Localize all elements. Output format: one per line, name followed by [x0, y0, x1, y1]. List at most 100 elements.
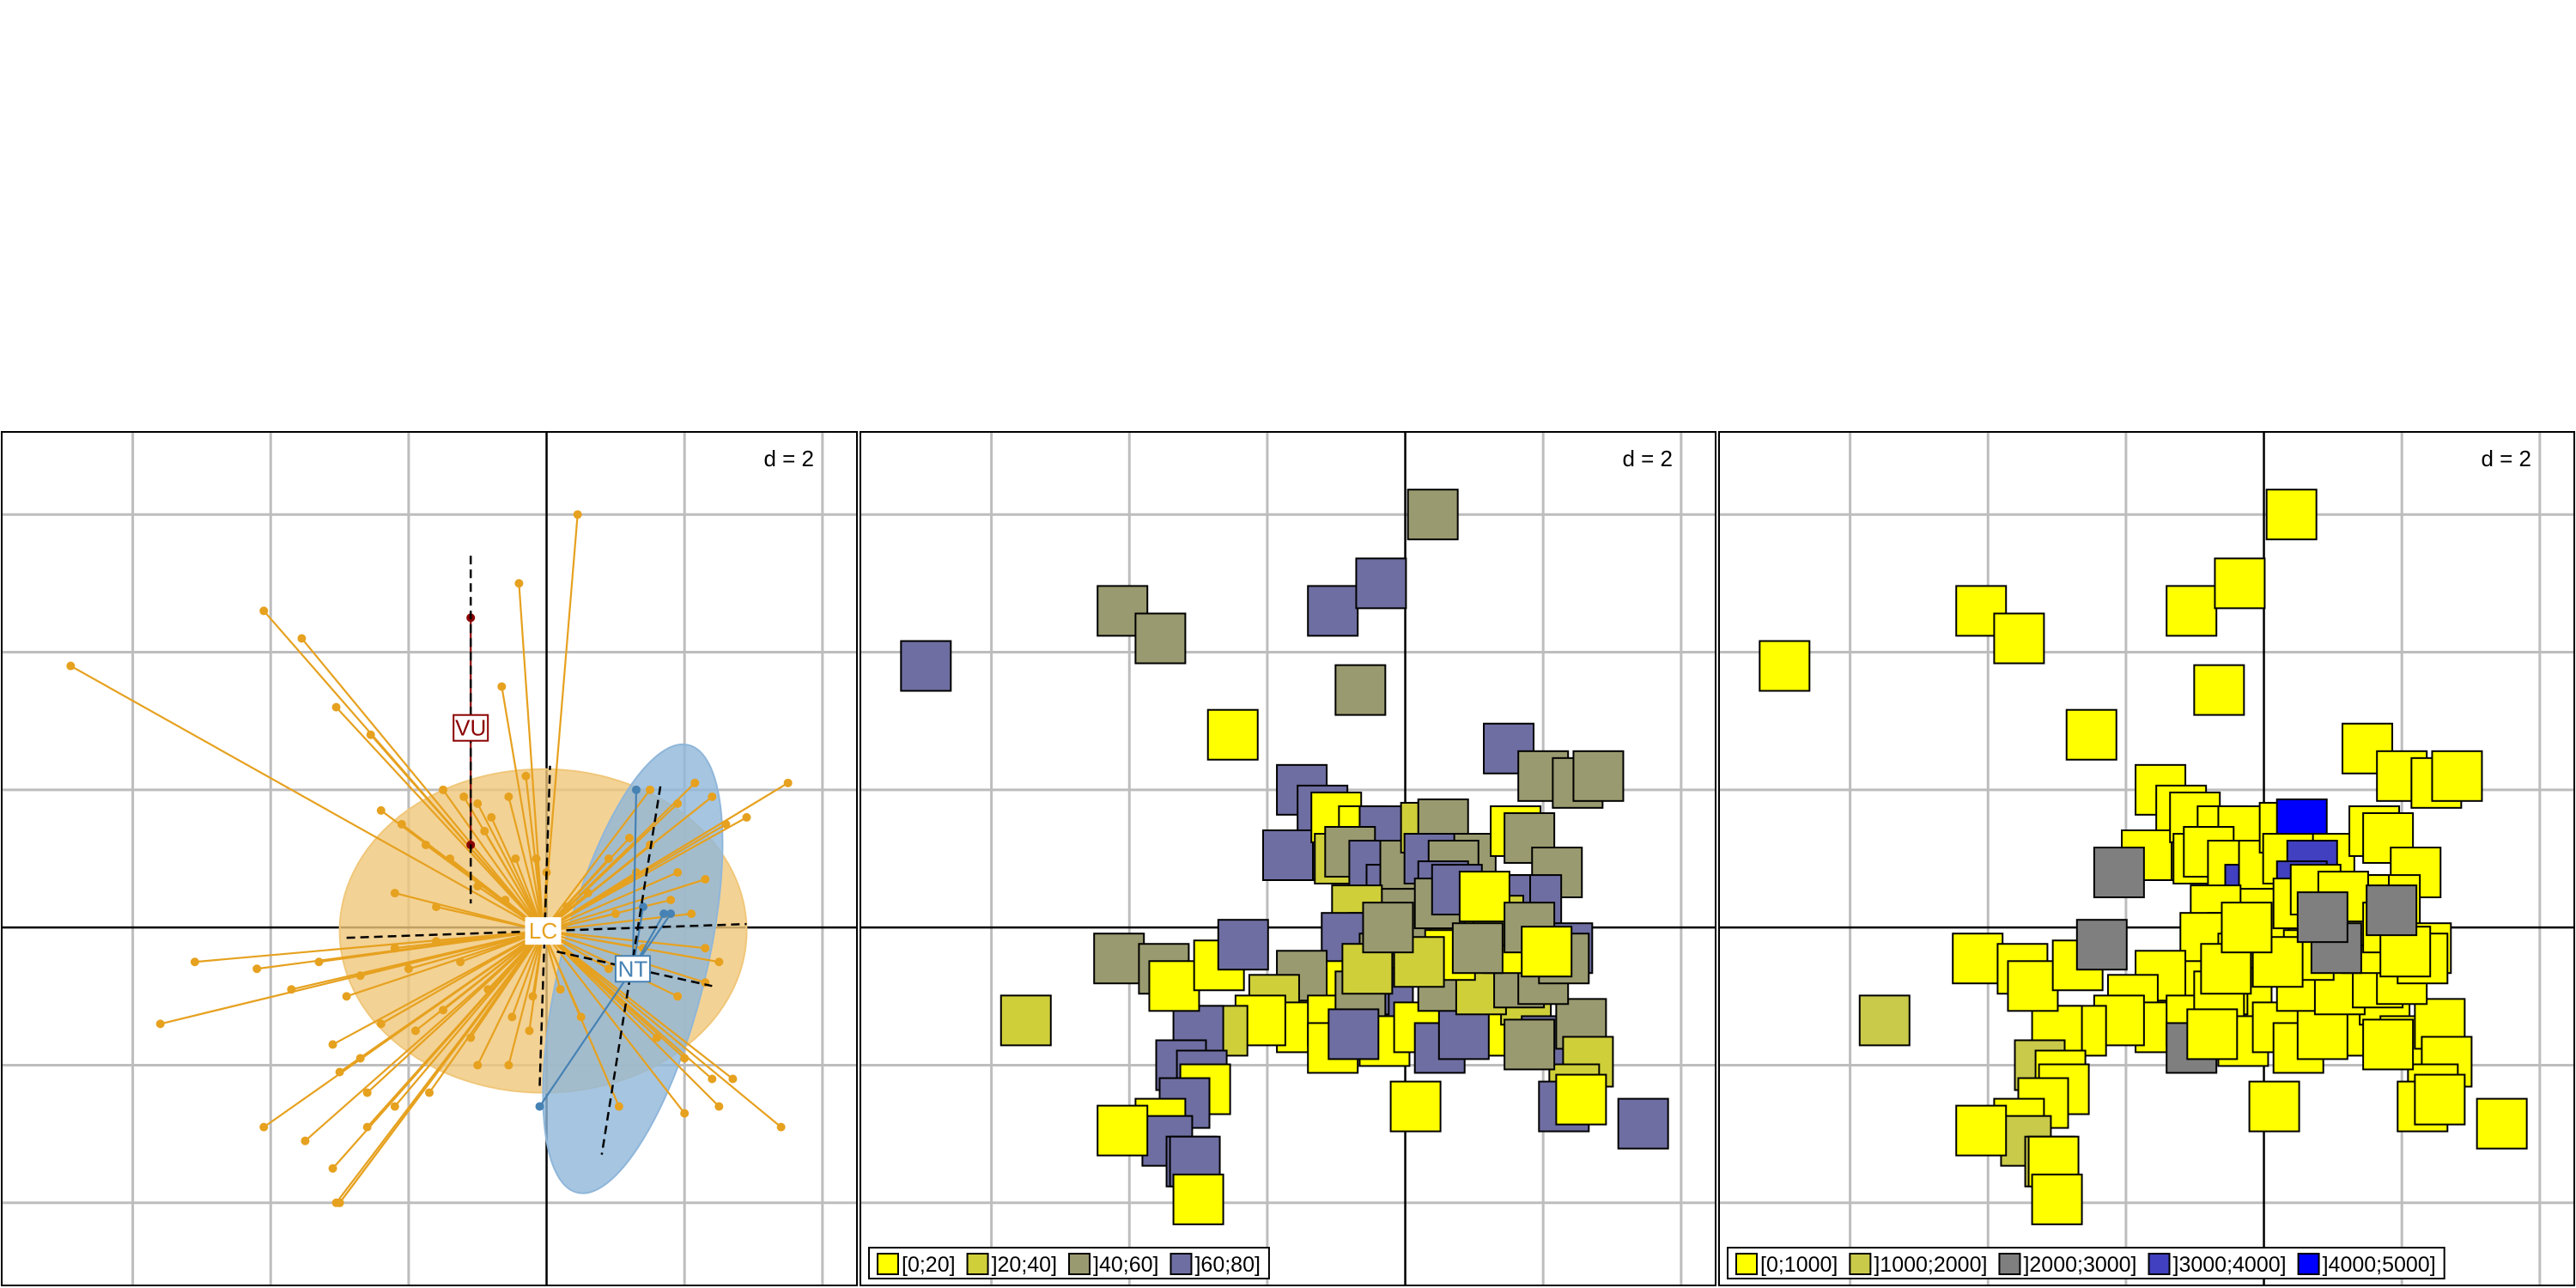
point-lc — [446, 854, 455, 863]
marker-square — [2265, 489, 2318, 541]
marker-square — [2075, 919, 2128, 971]
point-lc — [459, 792, 469, 801]
point-lc — [66, 661, 76, 671]
star-segment-lc — [507, 796, 544, 932]
point-lc — [331, 1198, 341, 1207]
panel-class-projection: d = 2 LC NT VU — [1, 431, 858, 1286]
marker-square — [2296, 1008, 2348, 1060]
star-segment-lc — [528, 931, 544, 1031]
point-lc — [259, 1122, 269, 1132]
panel-points-by-class-b: d = 2 [0;1000]]1000;2000]]2000;3000]]3000… — [1718, 431, 2575, 1286]
class-label-nt: NT — [618, 956, 648, 981]
marker-square — [1406, 489, 1459, 541]
marker-square — [1148, 960, 1200, 1012]
point-lc — [690, 778, 700, 787]
point-lc — [342, 992, 351, 1001]
point-lc — [376, 805, 386, 815]
point-lc — [410, 1026, 420, 1036]
point-lc — [573, 510, 582, 519]
point-lc — [525, 1026, 534, 1036]
star-segment-lc — [408, 930, 544, 970]
point-lc — [504, 792, 513, 801]
marker-square — [1362, 902, 1414, 954]
star-segment-lc — [263, 930, 544, 1128]
point-lc — [366, 730, 375, 739]
star-segment-lc — [543, 872, 678, 933]
marker-square — [2166, 585, 2218, 637]
point-lc — [439, 1005, 448, 1015]
point-nt — [631, 785, 641, 794]
point-lc — [480, 826, 489, 835]
point-lc — [728, 1074, 738, 1084]
star-segment-lc — [477, 930, 544, 1066]
point-lc — [624, 833, 634, 842]
legend-swatch — [877, 1253, 899, 1275]
legend: [0;20]]20;40]]40;60]]60;80] — [868, 1247, 1270, 1279]
marker-square — [1858, 994, 1911, 1047]
panel-frame — [1, 431, 858, 1286]
point-lc — [190, 957, 199, 967]
point-lc — [556, 985, 565, 994]
legend-label: ]3000;4000] — [2173, 1253, 2287, 1277]
point-lc — [473, 882, 483, 891]
star-segment-lc — [335, 706, 544, 932]
point-lc — [259, 606, 269, 616]
marker-square — [1955, 1104, 2008, 1157]
point-lc — [504, 1060, 513, 1070]
ellipse-axis-lc — [538, 765, 551, 1086]
point-lc — [653, 1033, 662, 1042]
point-lc — [425, 1088, 434, 1097]
point-lc — [252, 964, 262, 974]
star-segment-lc — [542, 789, 651, 932]
marker-square — [1521, 926, 1573, 978]
point-lc — [362, 1088, 372, 1097]
point-lc — [714, 1102, 724, 1111]
marker-square — [1097, 1104, 1149, 1157]
marker-square — [1458, 871, 1510, 923]
point-nt — [659, 909, 669, 919]
point-lc — [673, 799, 683, 808]
point-lc — [432, 902, 441, 912]
point-lc — [528, 992, 538, 1001]
star-segment-lc — [501, 686, 544, 932]
star-segment-lc — [542, 930, 720, 1108]
point-lc — [483, 985, 493, 994]
star-segment-lc — [542, 514, 579, 932]
marker-square — [2193, 664, 2245, 716]
marker-square — [2366, 884, 2418, 937]
class-label-box-lc — [525, 917, 562, 945]
point-lc — [614, 1102, 623, 1111]
point-lc — [397, 819, 406, 829]
point-lc — [742, 812, 751, 822]
legend-swatch — [1735, 1253, 1758, 1275]
marker-square — [1389, 1080, 1442, 1133]
marker-square — [999, 994, 1052, 1047]
marker-square — [1172, 1173, 1224, 1225]
point-lc — [680, 1109, 690, 1118]
legend-swatch — [1170, 1253, 1193, 1275]
marker-square — [2431, 750, 2483, 802]
marker-square — [1451, 922, 1504, 975]
legend-box — [1727, 1247, 2445, 1279]
legend-label: [0;20] — [902, 1253, 956, 1277]
point-lc — [708, 1074, 717, 1084]
point-lc — [390, 944, 399, 953]
point-lc — [390, 1102, 399, 1111]
marker-square — [2065, 708, 2117, 761]
point-lc — [701, 875, 710, 884]
point-lc — [473, 1060, 483, 1070]
legend-label: ]1000;2000] — [1874, 1253, 1987, 1277]
legend-swatch — [966, 1253, 989, 1275]
marker-square — [2362, 1018, 2415, 1071]
point-lc — [687, 909, 696, 919]
point-lc — [473, 799, 483, 808]
legend-label: [0;1000] — [1760, 1253, 1838, 1277]
marker-square — [1572, 750, 1625, 802]
class-label-box-vu — [453, 714, 489, 742]
point-lc — [583, 889, 592, 898]
point-lc — [497, 682, 507, 691]
panel-frame — [1718, 431, 2575, 1286]
marker-square — [1093, 933, 1145, 985]
marker-square — [1759, 640, 1811, 692]
